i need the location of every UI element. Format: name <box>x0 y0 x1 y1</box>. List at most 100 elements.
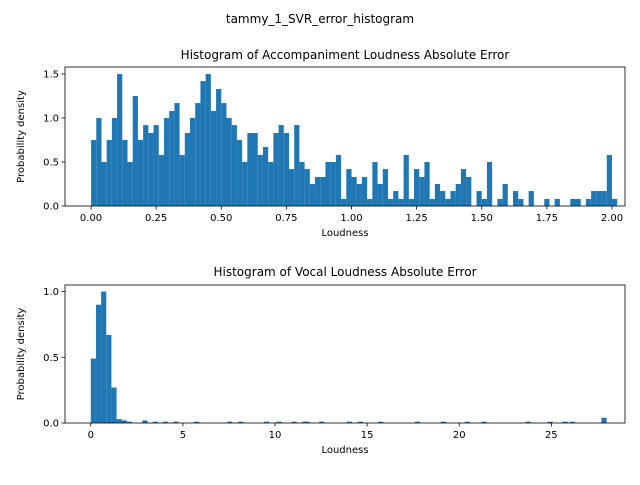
histogram-bar-accompaniment <box>169 110 175 206</box>
histogram-bar-accompaniment <box>268 162 274 206</box>
histogram-bar-accompaniment <box>408 198 415 206</box>
x-tick-label-accompaniment: 0.50 <box>210 213 232 224</box>
x-tick-label-accompaniment: 0.00 <box>80 213 102 224</box>
y-axis-label-vocal: Probability density <box>16 308 27 401</box>
histogram-bar-accompaniment <box>356 184 362 206</box>
histogram-bar-accompaniment <box>184 132 191 206</box>
histogram-bar-accompaniment <box>231 125 237 206</box>
histogram-bar-accompaniment <box>606 154 612 206</box>
histogram-bar-accompaniment <box>596 191 602 206</box>
histogram-bar-accompaniment <box>393 191 399 206</box>
y-tick-label-accompaniment: 1.0 <box>43 114 59 125</box>
histogram-bar-vocal <box>121 420 127 423</box>
histogram-bar-accompaniment <box>450 191 456 206</box>
histogram-bar-vocal <box>440 421 446 423</box>
histogram-bar-vocal <box>378 421 384 423</box>
x-tick-label-vocal: 5 <box>180 430 186 441</box>
histogram-bar-accompaniment <box>299 162 305 206</box>
histogram-bar-accompaniment <box>195 103 201 206</box>
histogram-bar-accompaniment <box>179 154 185 206</box>
histogram-bar-accompaniment <box>570 198 576 206</box>
histogram-bar-vocal <box>547 421 553 423</box>
histogram-bar-accompaniment <box>137 140 144 206</box>
histogram-bar-accompaniment <box>210 110 217 206</box>
histogram-bar-accompaniment <box>601 191 607 206</box>
histogram-bar-accompaniment <box>403 154 409 206</box>
axes-frame-vocal <box>64 284 626 424</box>
axes-frame-accompaniment <box>64 66 626 207</box>
histogram-bar-accompaniment <box>247 132 253 206</box>
x-tick-label-accompaniment: 2.00 <box>601 213 623 224</box>
y-tick-label-accompaniment: 0.0 <box>43 202 59 213</box>
histogram-bar-accompaniment <box>361 176 368 206</box>
histogram-bar-accompaniment <box>106 140 112 206</box>
histogram-bar-accompaniment <box>335 154 342 206</box>
histogram-bar-vocal <box>152 421 158 423</box>
histogram-bar-accompaniment <box>257 154 263 206</box>
x-tick-label-vocal: 0 <box>88 430 94 441</box>
histogram-bar-accompaniment <box>242 162 248 206</box>
histogram-bar-vocal <box>276 421 282 423</box>
histogram-bar-vocal <box>415 421 421 423</box>
histogram-bar-accompaniment <box>304 169 310 206</box>
histogram-bar-vocal <box>173 421 179 423</box>
histogram-bar-accompaniment <box>513 191 519 206</box>
histogram-bar-accompaniment <box>273 132 279 206</box>
histogram-bar-accompaniment <box>190 118 196 206</box>
histogram-bar-accompaniment <box>429 198 435 206</box>
histogram-bar-accompaniment <box>283 132 289 206</box>
histogram-bar-accompaniment <box>460 169 467 206</box>
histogram-bar-accompaniment <box>575 198 581 206</box>
histogram-bar-accompaniment <box>325 162 331 206</box>
histogram-bar-vocal <box>90 358 96 423</box>
x-tick-label-accompaniment: 0.75 <box>275 213 297 224</box>
histogram-bar-vocal <box>346 421 352 423</box>
x-tick-label-vocal: 10 <box>269 430 282 441</box>
histogram-bar-accompaniment <box>117 74 123 206</box>
histogram-bar-accompaniment <box>236 140 243 206</box>
histogram-bar-accompaniment <box>455 184 461 206</box>
histogram-bar-accompaniment <box>262 147 269 206</box>
histogram-bar-accompaniment <box>382 169 388 206</box>
histogram-bar-accompaniment <box>440 191 446 206</box>
histogram-bar-accompaniment <box>414 169 420 206</box>
histogram-bar-accompaniment <box>367 198 373 206</box>
histogram-bar-accompaniment <box>424 162 430 206</box>
histogram-bar-accompaniment <box>163 118 170 206</box>
histogram-bar-accompaniment <box>315 176 321 206</box>
histogram-bar-accompaniment <box>205 74 211 206</box>
histogram-bar-vocal <box>601 417 607 423</box>
histogram-bar-vocal <box>126 421 133 423</box>
histogram-bar-vocal <box>357 421 364 423</box>
histogram-bar-accompaniment <box>158 154 164 206</box>
x-tick-label-accompaniment: 1.75 <box>536 213 558 224</box>
histogram-bar-accompaniment <box>434 184 441 206</box>
histogram-bar-vocal <box>193 421 200 423</box>
histogram-bar-vocal <box>227 421 233 423</box>
histogram-bar-vocal <box>291 421 297 423</box>
x-axis-label-accompaniment: Loudness <box>321 228 368 239</box>
y-tick-label-vocal: 1.0 <box>43 287 59 298</box>
x-tick-label-accompaniment: 0.25 <box>145 213 167 224</box>
x-tick-label-vocal: 25 <box>545 430 558 441</box>
histogram-bar-accompaniment <box>419 176 425 206</box>
histogram-bar-accompaniment <box>497 198 503 206</box>
histogram-bar-vocal <box>481 421 487 423</box>
histogram-bar-vocal <box>304 421 310 423</box>
histogram-bar-accompaniment <box>221 103 227 206</box>
histogram-bar-vocal <box>116 419 122 423</box>
y-tick-label-vocal: 0.0 <box>43 419 59 430</box>
histogram-bar-accompaniment <box>476 191 482 206</box>
histogram-bar-accompaniment <box>330 162 336 206</box>
histogram-bar-vocal <box>562 421 568 423</box>
histogram-bar-accompaniment <box>346 169 352 206</box>
chart-title-accompaniment: Histogram of Accompaniment Loudness Abso… <box>181 48 510 62</box>
histogram-bar-accompaniment <box>398 198 404 206</box>
histogram-bar-accompaniment <box>200 81 206 206</box>
histogram-bar-accompaniment <box>502 184 508 206</box>
histogram-bar-accompaniment <box>481 198 487 206</box>
histogram-bar-accompaniment <box>278 125 284 206</box>
bars-accompaniment <box>91 74 618 206</box>
histogram-bar-accompaniment <box>226 118 232 206</box>
